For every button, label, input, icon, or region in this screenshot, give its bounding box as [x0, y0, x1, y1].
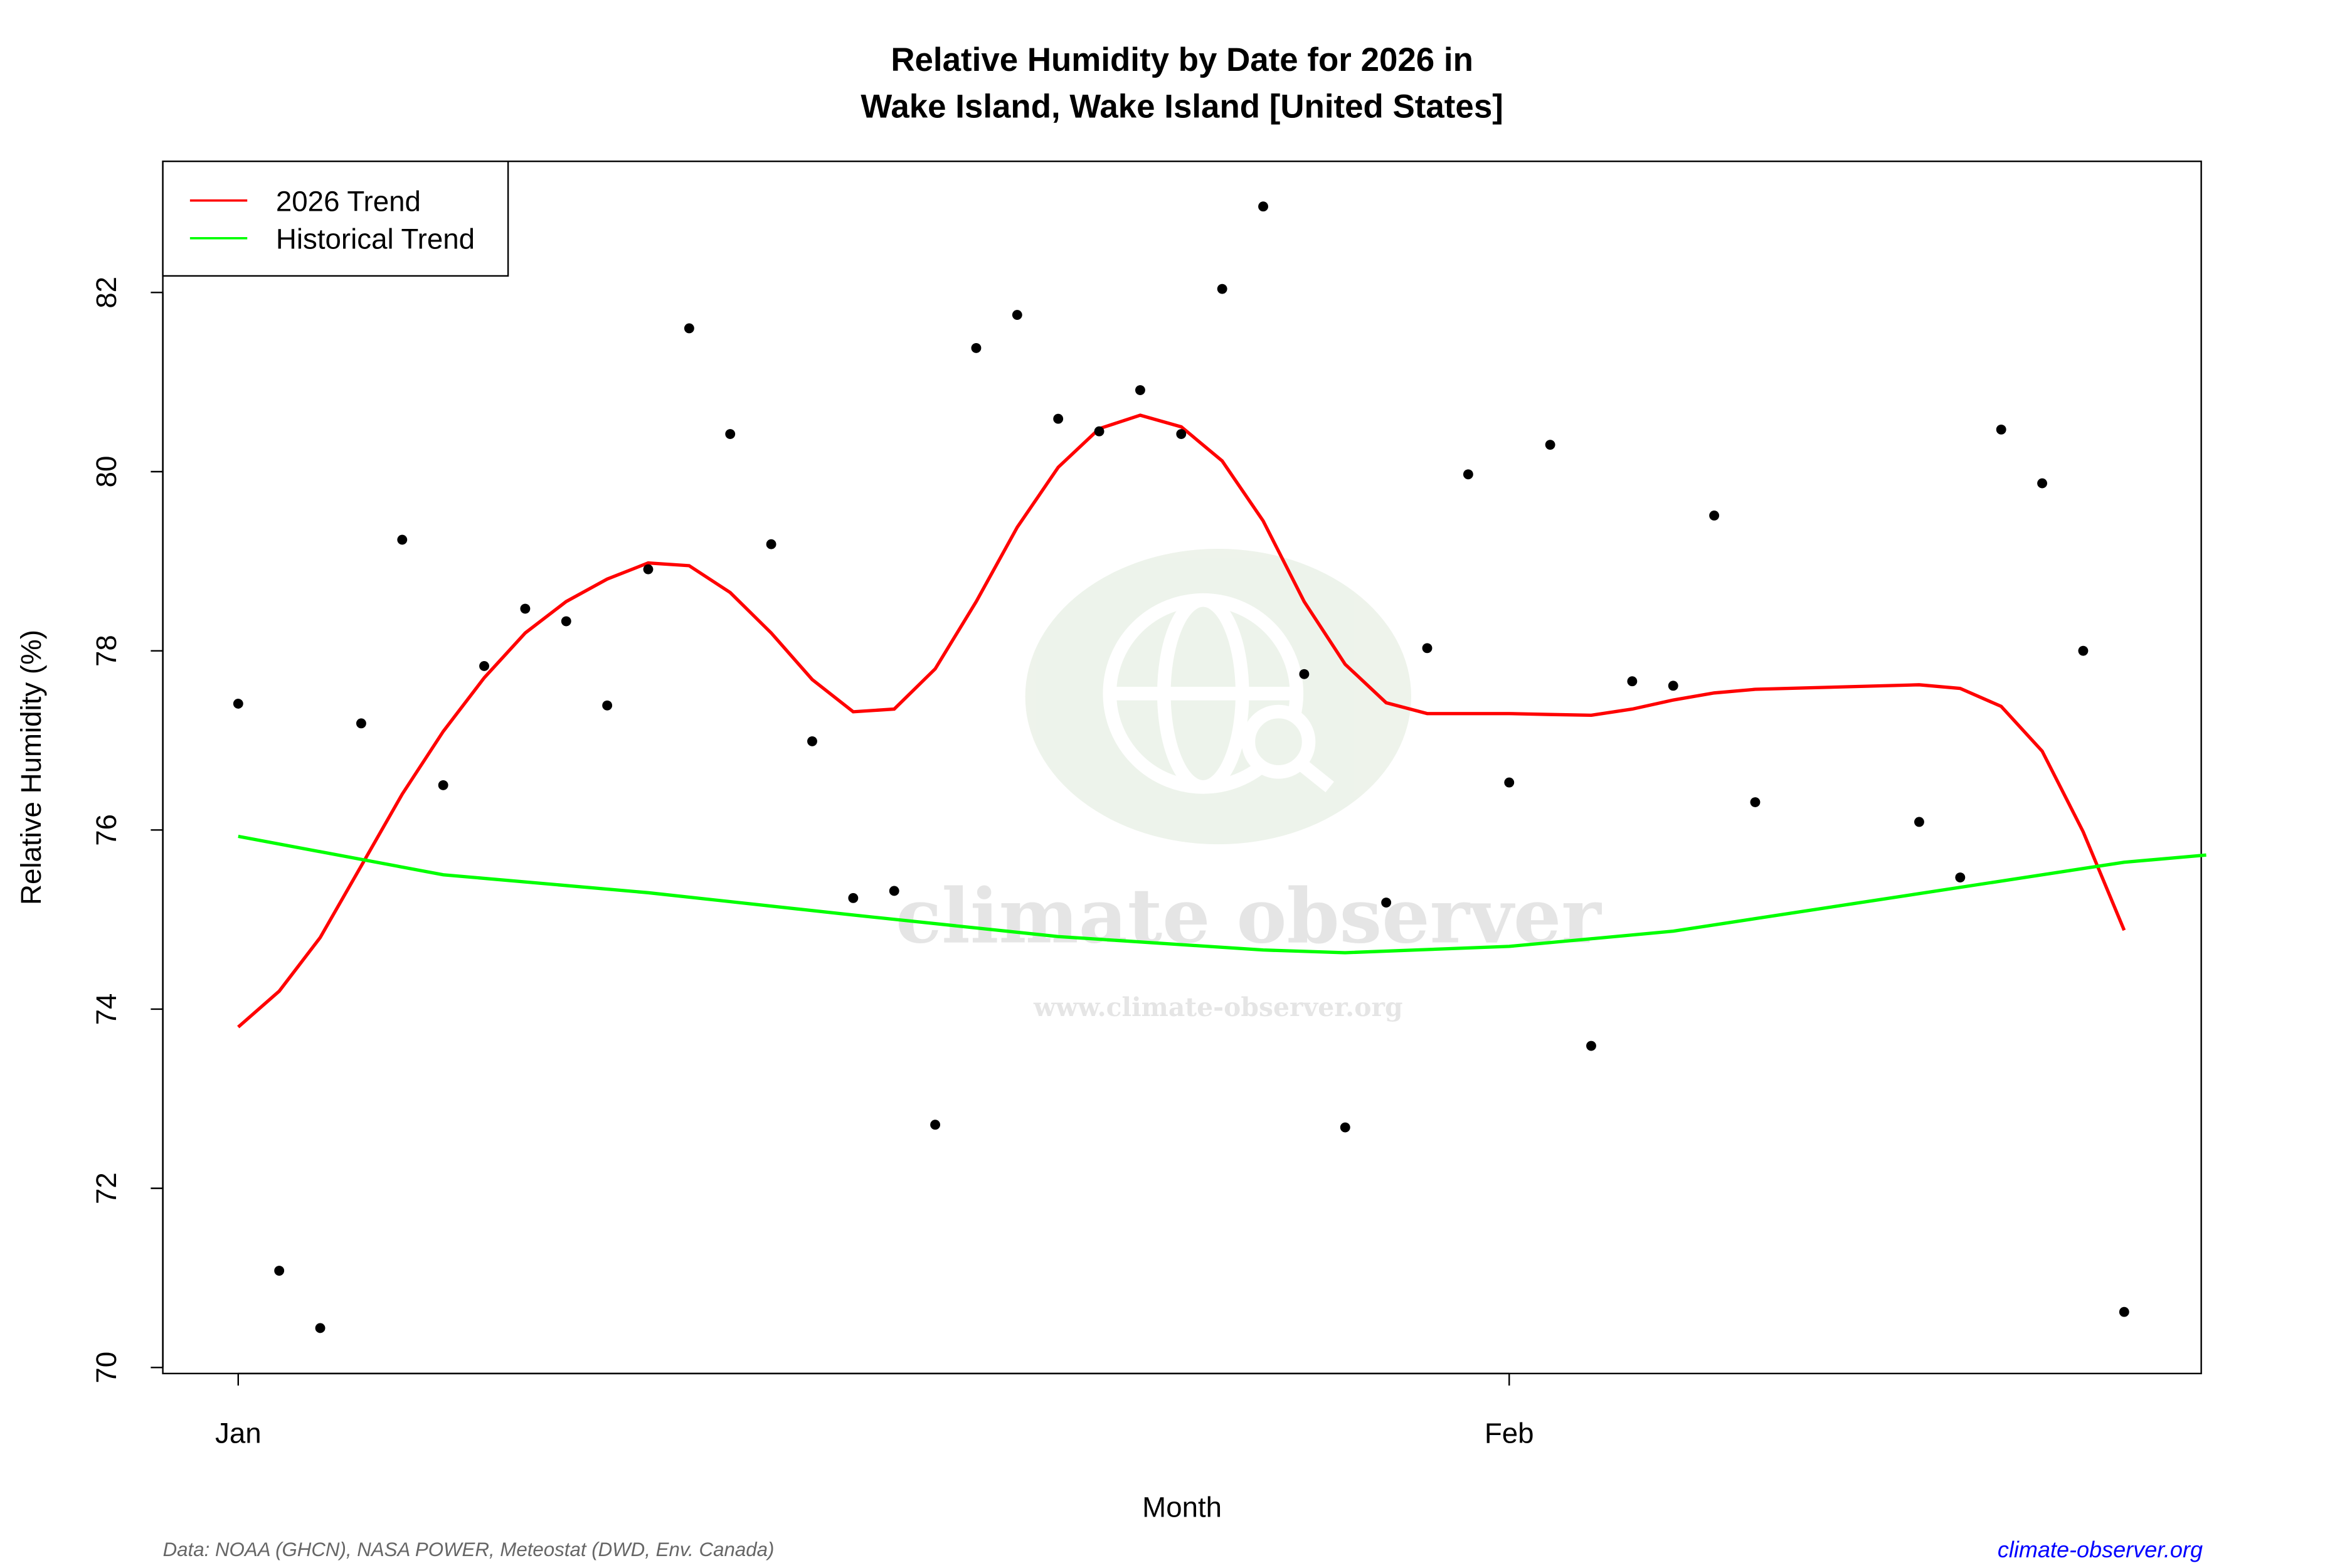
data-point: [438, 780, 448, 790]
data-point: [684, 323, 694, 334]
data-point: [1955, 872, 1966, 882]
data-point: [725, 429, 736, 439]
y-tick-label: 72: [90, 1172, 122, 1204]
chart-title-line1: Relative Humidity by Date for 2026 in: [891, 41, 1473, 78]
data-point: [971, 342, 982, 353]
data-point: [561, 616, 571, 627]
data-point: [1381, 898, 1392, 908]
y-tick-label: 82: [90, 277, 122, 309]
y-tick-label: 74: [90, 993, 122, 1025]
data-point: [1463, 469, 1473, 480]
data-point: [602, 700, 613, 711]
x-axis: Jan Feb: [215, 1372, 1534, 1449]
data-point: [2037, 478, 2047, 489]
x-axis-label: Month: [1142, 1491, 1222, 1523]
trend-line-2026: [237, 413, 2126, 1029]
data-point: [807, 736, 817, 746]
data-point: [397, 534, 408, 545]
y-tick-label: 78: [90, 635, 122, 667]
y-axis-label: Relative Humidity (%): [15, 630, 47, 905]
data-point: [1914, 817, 1924, 827]
x-tick-label: Feb: [1485, 1417, 1534, 1449]
data-point: [274, 1266, 285, 1276]
data-point: [1012, 310, 1022, 320]
data-point: [479, 661, 489, 671]
data-point: [1668, 681, 1678, 691]
data-point: [1627, 676, 1638, 687]
data-point: [1217, 283, 1227, 294]
data-point: [520, 603, 531, 614]
data-point: [1340, 1122, 1350, 1133]
data-point: [889, 886, 899, 896]
data-point: [1996, 424, 2006, 435]
data-point: [1422, 643, 1433, 654]
data-point: [643, 564, 654, 575]
globe-search-icon: [1103, 593, 1334, 794]
legend-label-historical: Historical Trend: [276, 223, 475, 255]
data-point: [1750, 797, 1761, 807]
data-point: [1176, 429, 1187, 439]
data-point: [2119, 1306, 2129, 1317]
data-point: [1053, 413, 1064, 424]
data-point: [356, 718, 366, 729]
y-axis: 70 72 74 76 78 80 82: [90, 277, 164, 1384]
footer-site-link[interactable]: climate-observer.org: [1998, 1537, 2203, 1562]
chart-title-line2: Wake Island, Wake Island [United States]: [861, 88, 1503, 125]
y-tick-label: 80: [90, 456, 122, 488]
data-point: [766, 539, 776, 549]
data-point: [1586, 1041, 1596, 1051]
data-point: [930, 1120, 941, 1130]
legend-box: [162, 161, 509, 277]
footer-source: Data: NOAA (GHCN), NASA POWER, Meteostat…: [163, 1539, 775, 1560]
data-point: [233, 698, 243, 709]
data-point: [1709, 511, 1720, 521]
watermark-url: www.climate-observer.org: [1033, 992, 1403, 1022]
legend-label-2026: 2026 Trend: [276, 186, 421, 218]
trend-line-historical: [238, 834, 2206, 955]
data-point: [1258, 201, 1268, 212]
trend-lines: [237, 413, 2206, 1029]
data-point: [1094, 426, 1104, 437]
x-tick-label: Jan: [215, 1417, 262, 1449]
watermark: climate observer www.climate-observer.or…: [896, 549, 1602, 1022]
data-point: [2078, 645, 2089, 656]
y-tick-label: 76: [90, 814, 122, 846]
data-point: [848, 893, 859, 903]
data-point: [1135, 385, 1145, 395]
data-point: [315, 1323, 326, 1333]
data-point: [1299, 669, 1310, 679]
data-points: [233, 201, 2129, 1333]
data-point: [1545, 440, 1555, 450]
data-point: [1504, 777, 1515, 788]
legend: 2026 Trend Historical Trend: [162, 161, 509, 277]
y-tick-label: 70: [90, 1352, 122, 1384]
